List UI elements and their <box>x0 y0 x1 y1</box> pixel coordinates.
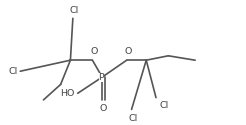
Text: Cl: Cl <box>128 114 138 123</box>
Text: O: O <box>100 104 107 113</box>
Text: HO: HO <box>60 90 74 98</box>
Text: O: O <box>91 47 98 56</box>
Text: P: P <box>99 73 104 82</box>
Text: Cl: Cl <box>160 101 169 110</box>
Text: Cl: Cl <box>9 67 18 76</box>
Text: Cl: Cl <box>69 6 79 15</box>
Text: O: O <box>124 47 132 56</box>
